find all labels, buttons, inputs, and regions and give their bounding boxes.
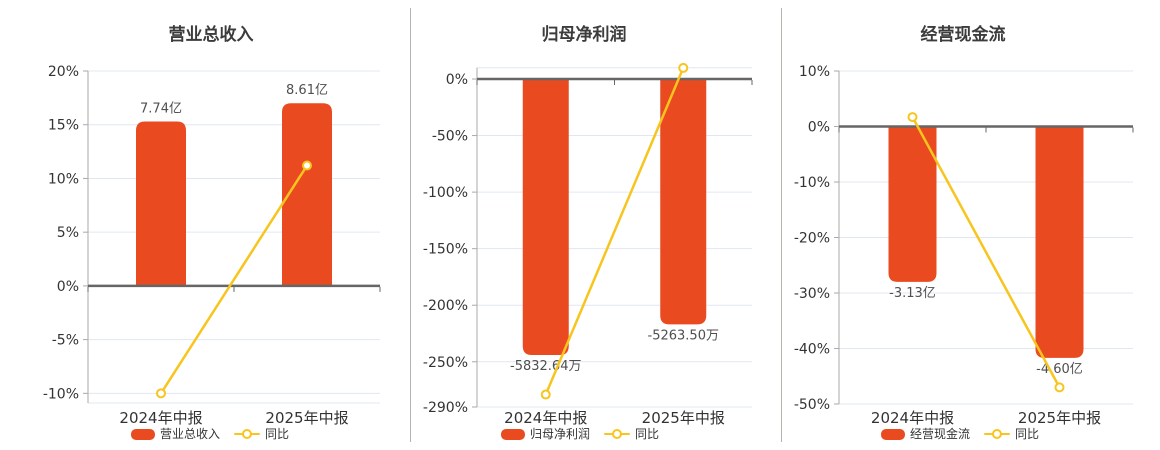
bar-value-label: -3.13亿 [889,286,936,301]
legend-line-label: 同比 [635,427,660,441]
legend-item-yoy-line[interactable]: 同比 [604,428,659,440]
y-axis-tick-label: -40% [794,342,830,358]
yoy-marker [907,112,918,123]
y-axis-tick-label: 20% [48,64,79,80]
bar-2025年中报 [660,79,707,325]
y-axis-tick-label: -5% [52,333,79,349]
legend-bar-label: 归母净利润 [529,427,590,441]
y-axis-tick-label: -200% [423,298,468,314]
yoy-line [159,164,309,395]
bar-series-swatch-icon [880,428,905,440]
chart-legend: 营业总收入 同比 [130,427,289,441]
y-axis-tick-label: -20% [794,231,830,247]
y-axis-tick-label: -10% [794,175,830,191]
panel-divider-left [410,8,411,442]
y-axis-tick-label: 10% [799,64,830,80]
y-axis-tick-label: 5% [57,225,79,241]
y-axis-tick-label: -30% [794,286,830,302]
y-axis-tick-label: -290% [423,400,468,416]
panel-divider-right [781,8,782,442]
bar-2024年中报 [888,126,937,282]
yoy-marker [156,388,166,399]
chart-legend: 经营现金流 同比 [880,427,1039,441]
yoy-marker [302,160,312,171]
bar-series-swatch-icon [500,428,525,440]
legend-bar-label: 营业总收入 [159,427,220,441]
bar-2024年中报 [136,121,186,286]
yoy-line [544,66,685,396]
bar-value-label: -4.60亿 [1036,362,1083,377]
y-axis-tick-label: -250% [423,355,468,371]
y-axis-tick-label: -50% [432,129,468,145]
legend-item-bar-series[interactable]: 归母净利润 [500,427,590,441]
legend-line-label: 同比 [265,427,290,441]
bar-2025年中报 [1035,126,1084,358]
legend-line-label: 同比 [1015,427,1040,441]
yoy-marker [678,62,689,73]
yoy-line-icon [984,428,1010,440]
legend-item-yoy-line[interactable]: 同比 [234,428,289,440]
bar-value-label: 7.74亿 [140,101,182,116]
y-axis-tick-label: -50% [794,397,830,413]
chart-legend: 归母净利润 同比 [500,427,659,441]
yoy-line [911,115,1061,389]
bar-value-label: 8.61亿 [286,83,328,98]
yoy-line-icon [234,428,260,440]
yoy-marker [540,389,551,400]
y-axis-tick-label: 0% [446,72,468,88]
legend-item-bar-series[interactable]: 经营现金流 [880,427,970,441]
bar-value-label: -5832.64万 [510,359,581,374]
y-axis-tick-label: -150% [423,242,468,258]
y-axis-tick-label: 15% [48,118,79,134]
yoy-marker [1054,382,1065,393]
legend-item-bar-series[interactable]: 营业总收入 [130,427,220,441]
bar-value-label: -5263.50万 [648,328,719,343]
yoy-line-icon [604,428,630,440]
legend-bar-label: 经营现金流 [909,427,970,441]
legend-item-yoy-line[interactable]: 同比 [984,428,1039,440]
y-axis-tick-label: -100% [423,185,468,201]
y-axis-tick-label: 0% [57,279,79,295]
y-axis-tick-label: 10% [48,171,79,187]
bar-series-swatch-icon [130,428,155,440]
bar-2025年中报 [282,103,332,286]
bar-2024年中报 [522,79,569,355]
y-axis-tick-label: -10% [43,386,79,402]
y-axis-tick-label: 0% [808,120,830,136]
